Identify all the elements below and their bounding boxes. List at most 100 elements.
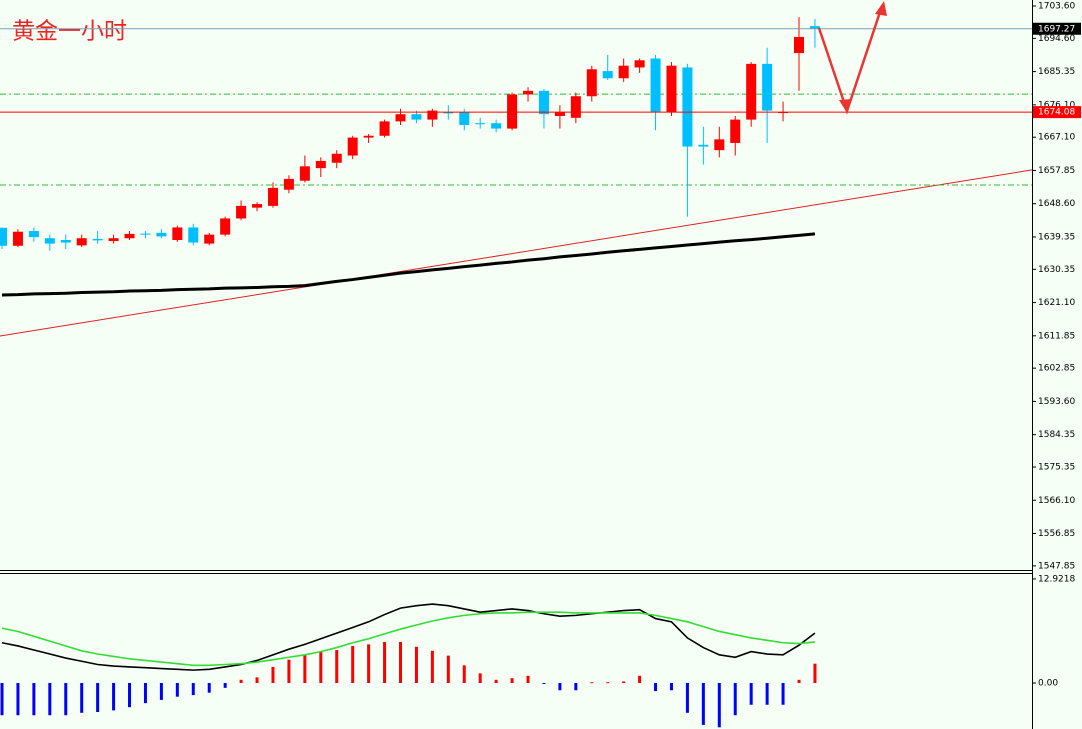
candle-body: [60, 240, 71, 243]
candle-body: [794, 36, 804, 54]
histogram-bar: [765, 683, 769, 705]
histogram-bar: [64, 683, 68, 716]
y-tick-label: 1621.10: [1038, 298, 1075, 308]
histogram-bar: [143, 683, 147, 704]
histogram-bar: [781, 683, 785, 705]
histogram-bar: [542, 683, 546, 685]
candle-body: [602, 71, 613, 79]
histogram-bar: [590, 682, 594, 684]
y-tick-label: 1639.35: [1038, 232, 1075, 242]
candle-body: [395, 114, 406, 122]
histogram-bar: [207, 683, 211, 693]
y-tick-label: 1703.60: [1038, 2, 1075, 12]
candle-body: [634, 60, 645, 68]
y-tick-label: 1547.85: [1038, 561, 1075, 571]
y-tick-label: 1676.10: [1038, 100, 1075, 110]
candle-body: [570, 96, 581, 118]
y-tick-label: 1556.85: [1038, 529, 1075, 539]
histogram-bar: [813, 663, 817, 684]
y-tick-label: 1648.60: [1038, 199, 1075, 209]
histogram-bar: [510, 678, 514, 684]
y-tick-label: 1657.85: [1038, 166, 1075, 176]
histogram-bar: [80, 683, 84, 713]
histogram-bar: [574, 683, 578, 691]
histogram-bar: [223, 683, 227, 688]
histogram-bar: [271, 666, 275, 684]
candle-body: [347, 137, 358, 156]
histogram-bar: [749, 683, 753, 705]
candle-body: [252, 204, 263, 208]
forecast-arrow: [817, 1, 887, 115]
candle-body: [714, 139, 725, 151]
histogram-bar: [526, 675, 530, 684]
histogram-bar: [685, 683, 689, 713]
histogram-bar: [797, 679, 801, 684]
indicator-line: [1, 611, 816, 667]
candle-body: [283, 178, 294, 190]
candle-body: [762, 63, 773, 111]
price-box: [1033, 106, 1081, 119]
candle-body: [746, 63, 757, 120]
candle-body: [730, 119, 741, 143]
histogram-bar: [255, 677, 259, 684]
histogram-bar: [48, 683, 52, 716]
candle-body: [299, 166, 310, 181]
histogram-bar: [175, 683, 179, 697]
y-tick-label: 0.00: [1038, 679, 1058, 689]
candle-body: [44, 238, 55, 244]
histogram-bar: [351, 645, 355, 684]
moving-average: [1, 232, 816, 297]
histogram-bar: [414, 646, 418, 684]
histogram-bar: [446, 655, 450, 684]
candle-body: [124, 233, 135, 239]
histogram-bar: [399, 641, 402, 684]
histogram-bar: [0, 683, 4, 716]
y-tick-label: 1611.85: [1038, 331, 1075, 341]
histogram-bar: [669, 683, 673, 691]
price-label: 1697.27: [1038, 24, 1075, 34]
price-box: [1033, 22, 1081, 35]
candle-body: [523, 90, 534, 95]
histogram-bar: [638, 675, 642, 684]
y-tick-label: 1694.60: [1038, 34, 1075, 44]
y-tick-label: 1602.85: [1038, 364, 1075, 374]
candle-body: [379, 121, 390, 136]
histogram-bar: [367, 644, 371, 684]
candle-body: [28, 231, 39, 238]
y-tick-label: 1593.60: [1038, 397, 1075, 407]
y-tick-label: 1575.35: [1038, 463, 1075, 473]
y-tick-label: 1584.35: [1038, 430, 1075, 440]
histogram-bar: [335, 649, 339, 684]
histogram-bar: [191, 683, 195, 696]
histogram-bar: [606, 682, 610, 684]
candle-body: [188, 227, 199, 243]
histogram-bar: [287, 659, 291, 684]
histogram-bar: [303, 654, 307, 684]
price-label: 1674.08: [1038, 108, 1075, 118]
candle-body: [586, 69, 597, 97]
candle-body: [650, 58, 661, 113]
histogram-bar: [733, 683, 737, 716]
histogram-bar: [478, 673, 482, 684]
candle-body: [315, 160, 326, 169]
histogram-bar: [654, 683, 658, 692]
candle-body: [76, 238, 87, 246]
histogram-bar: [112, 683, 116, 711]
candle-body: [682, 67, 693, 147]
candle-body: [554, 112, 565, 116]
candle-body: [92, 238, 103, 241]
candle-body: [618, 65, 629, 79]
candle-body: [427, 110, 438, 120]
candle-body: [666, 65, 677, 113]
candle-body: [12, 231, 23, 246]
candle-body: [331, 153, 342, 163]
candle-body: [475, 123, 486, 125]
candle-body: [411, 114, 422, 120]
indicator-line: [1, 603, 816, 671]
histogram-bar: [159, 683, 163, 700]
candle-body: [267, 187, 278, 206]
histogram-bar: [717, 683, 721, 728]
histogram-bar: [128, 683, 132, 708]
